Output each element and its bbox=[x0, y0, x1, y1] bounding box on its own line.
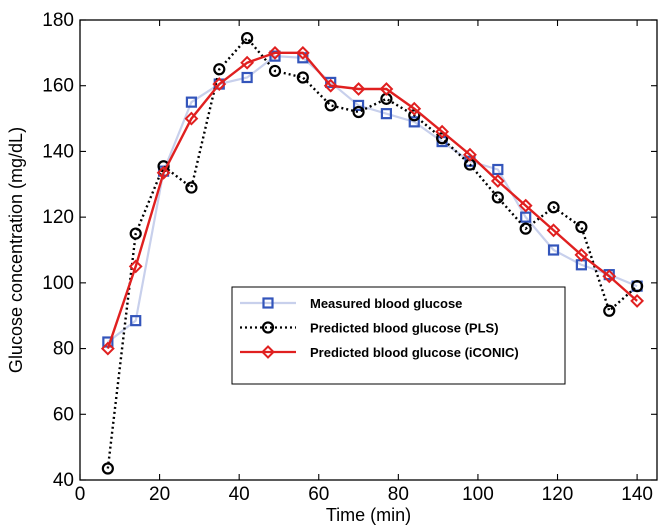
data-point-circle bbox=[603, 304, 616, 317]
data-point-circle bbox=[324, 99, 337, 112]
data-point-diamond bbox=[463, 147, 477, 162]
data-point-square bbox=[352, 99, 365, 112]
data-point-circle bbox=[352, 105, 365, 119]
x-tick-label: 120 bbox=[542, 484, 574, 505]
data-point-circle bbox=[101, 462, 114, 475]
data-point-diamond bbox=[435, 124, 450, 139]
data-point-square bbox=[520, 211, 532, 223]
series-line bbox=[106, 51, 638, 349]
data-point-diamond bbox=[546, 223, 561, 238]
legend-item: Measured blood glucose bbox=[240, 296, 462, 311]
legend-marker-square bbox=[262, 297, 274, 309]
legend-item: Predicted blood glucose (iCONIC) bbox=[240, 345, 519, 360]
data-point-diamond bbox=[156, 165, 171, 180]
x-tick-label: 60 bbox=[308, 484, 329, 505]
legend-label: Predicted blood glucose (PLS) bbox=[310, 321, 499, 336]
legend: Measured blood glucose Predicted blood gl… bbox=[231, 286, 566, 385]
x-tick-label: 140 bbox=[621, 484, 653, 505]
axes: 0 20 40 60 80 100 120 140 40 60 80 100 120 140 160 180 bbox=[42, 10, 658, 505]
data-point-diamond bbox=[184, 111, 199, 126]
data-point-diamond bbox=[212, 77, 227, 91]
data-point-circle bbox=[631, 280, 644, 293]
data-point-square bbox=[241, 71, 253, 84]
y-tick-label: 60 bbox=[53, 404, 74, 425]
data-point-circle bbox=[129, 227, 142, 240]
data-point-square bbox=[380, 108, 393, 120]
data-point-diamond bbox=[295, 45, 310, 60]
plot-frame bbox=[79, 19, 658, 481]
legend-label: Measured blood glucose bbox=[310, 296, 462, 311]
data-point-circle bbox=[491, 191, 504, 204]
x-tick-label: 20 bbox=[149, 484, 170, 505]
series-diamond bbox=[100, 45, 645, 356]
legend-label: Predicted blood glucose (iCONIC) bbox=[310, 345, 519, 360]
x-tick-label: 0 bbox=[75, 484, 86, 505]
legend-marker-circle bbox=[261, 321, 275, 334]
data-point-diamond bbox=[574, 248, 589, 262]
y-tick-label: 160 bbox=[42, 76, 74, 97]
x-tick-label: 100 bbox=[462, 484, 494, 505]
data-point-diamond bbox=[128, 259, 143, 274]
data-point-diamond bbox=[100, 341, 115, 356]
data-point-circle bbox=[296, 71, 309, 84]
data-point-diamond bbox=[351, 82, 366, 96]
legend-item: Predicted blood glucose (PLS) bbox=[240, 321, 499, 336]
y-tick-label: 40 bbox=[53, 470, 74, 491]
data-point-square bbox=[130, 315, 142, 327]
x-axis-label: Time (min) bbox=[326, 505, 411, 525]
data-point-square bbox=[185, 96, 198, 108]
legend-marker-diamond bbox=[261, 345, 275, 359]
data-point-circle bbox=[213, 63, 226, 76]
x-tick-label: 40 bbox=[229, 484, 250, 505]
y-tick-label: 120 bbox=[42, 207, 74, 228]
data-point-diamond bbox=[630, 294, 645, 308]
series-layer bbox=[100, 31, 645, 475]
data-point-circle bbox=[268, 64, 282, 78]
y-axis-label: Glucose concentration (mg/dL) bbox=[6, 127, 26, 373]
data-point-diamond bbox=[490, 174, 505, 188]
data-point-circle bbox=[241, 31, 254, 45]
series-circle bbox=[101, 31, 644, 475]
data-point-circle bbox=[436, 132, 449, 145]
data-point-diamond bbox=[323, 78, 338, 93]
data-point-square bbox=[325, 76, 337, 89]
data-point-circle bbox=[185, 181, 198, 194]
y-tick-label: 180 bbox=[42, 10, 74, 31]
y-tick-label: 80 bbox=[53, 339, 74, 360]
data-point-diamond bbox=[407, 101, 422, 116]
data-point-circle bbox=[547, 201, 560, 214]
data-point-diamond bbox=[240, 55, 255, 70]
data-point-diamond bbox=[602, 269, 617, 284]
y-tick-label: 140 bbox=[42, 141, 74, 162]
data-point-square bbox=[269, 50, 281, 62]
x-tick-label: 80 bbox=[388, 484, 409, 505]
data-point-diamond bbox=[268, 45, 282, 60]
data-point-diamond bbox=[379, 82, 394, 96]
data-point-square bbox=[547, 244, 560, 256]
data-point-circle bbox=[575, 220, 588, 234]
data-point-square bbox=[492, 163, 504, 176]
data-point-square bbox=[408, 116, 420, 128]
data-point-diamond bbox=[518, 198, 533, 213]
data-point-circle bbox=[519, 222, 532, 235]
y-tick-label: 100 bbox=[42, 273, 74, 294]
data-point-circle bbox=[408, 109, 421, 122]
